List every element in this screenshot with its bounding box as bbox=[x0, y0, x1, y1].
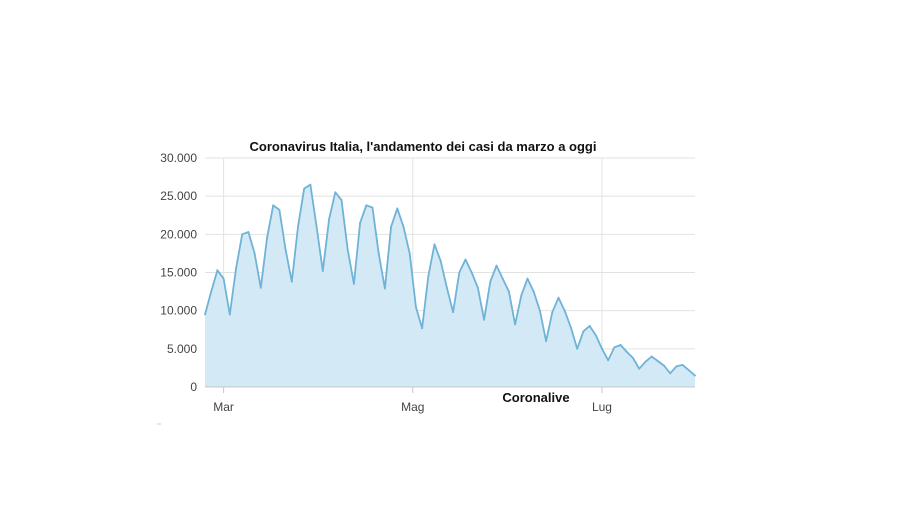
data-point bbox=[290, 280, 293, 283]
y-tick-label: 20.000 bbox=[160, 227, 197, 241]
y-tick-label: 25.000 bbox=[160, 189, 197, 203]
y-tick-label: 15.000 bbox=[160, 266, 197, 280]
x-tick-label: Mag bbox=[401, 400, 424, 414]
data-point bbox=[625, 351, 628, 353]
data-point bbox=[452, 311, 454, 314]
data-point bbox=[508, 290, 510, 293]
data-point bbox=[371, 206, 374, 209]
data-point bbox=[650, 355, 653, 358]
data-point bbox=[396, 207, 399, 210]
data-point bbox=[681, 364, 684, 366]
x-tick-label: Lug bbox=[592, 400, 612, 414]
data-point bbox=[563, 309, 566, 312]
data-point bbox=[520, 294, 523, 297]
data-point bbox=[384, 287, 386, 290]
series-area bbox=[205, 184, 695, 387]
data-point bbox=[390, 225, 392, 228]
data-point bbox=[297, 225, 299, 228]
data-point bbox=[328, 218, 330, 221]
data-point bbox=[216, 269, 219, 272]
data-point bbox=[210, 290, 213, 293]
data-point bbox=[545, 340, 547, 343]
data-point bbox=[241, 233, 244, 236]
data-point bbox=[266, 237, 268, 240]
data-point bbox=[588, 325, 591, 327]
data-point bbox=[303, 187, 306, 190]
data-point bbox=[663, 364, 665, 367]
data-point bbox=[359, 222, 361, 224]
data-point bbox=[340, 199, 343, 201]
data-point bbox=[464, 258, 467, 261]
data-point bbox=[656, 360, 659, 362]
data-point bbox=[278, 209, 281, 211]
axes: 0 5.000 10.000 15.000 20.000 25.000 30.000 Mar M… bbox=[160, 151, 695, 414]
data-point bbox=[638, 367, 641, 370]
data-point bbox=[408, 252, 411, 255]
data-point bbox=[259, 286, 262, 289]
data-point bbox=[607, 359, 610, 362]
data-point bbox=[514, 323, 516, 326]
data-point bbox=[675, 365, 678, 368]
data-point bbox=[334, 191, 337, 194]
data-point bbox=[551, 311, 554, 314]
y-tick-label: 5.000 bbox=[167, 342, 197, 356]
data-point bbox=[470, 271, 473, 274]
data-point bbox=[204, 313, 206, 316]
data-point bbox=[632, 357, 634, 359]
data-point bbox=[446, 286, 448, 289]
data-point bbox=[495, 264, 498, 267]
data-point bbox=[570, 326, 572, 329]
data-point bbox=[353, 283, 355, 285]
data-point bbox=[532, 290, 535, 293]
data-point bbox=[526, 277, 529, 280]
data-point bbox=[669, 372, 672, 375]
data-point bbox=[582, 330, 585, 333]
data-point bbox=[687, 369, 690, 372]
data-point bbox=[315, 225, 318, 228]
data-point bbox=[501, 277, 504, 280]
data-point bbox=[427, 275, 430, 278]
data-point bbox=[477, 286, 479, 289]
y-tick-label: 30.000 bbox=[160, 151, 197, 165]
data-point bbox=[433, 243, 436, 246]
data-point bbox=[694, 374, 696, 377]
data-point bbox=[458, 271, 461, 274]
data-point bbox=[644, 360, 647, 363]
plot-area bbox=[204, 183, 696, 387]
data-point bbox=[613, 346, 616, 349]
data-point bbox=[222, 277, 225, 280]
data-point bbox=[483, 318, 485, 321]
data-point bbox=[253, 252, 256, 255]
data-point bbox=[594, 334, 597, 336]
data-point bbox=[321, 270, 324, 272]
series-line bbox=[204, 183, 696, 377]
data-point bbox=[346, 248, 349, 251]
data-point bbox=[421, 327, 423, 330]
data-point bbox=[235, 267, 237, 270]
data-point bbox=[557, 296, 560, 299]
watermark-label: Coronalive bbox=[502, 390, 569, 405]
x-tick-label: Mar bbox=[213, 400, 234, 414]
data-point bbox=[228, 313, 231, 316]
data-point bbox=[365, 204, 368, 207]
data-point bbox=[272, 204, 275, 207]
data-point bbox=[377, 252, 380, 255]
data-point bbox=[402, 225, 405, 228]
data-point bbox=[489, 280, 492, 283]
data-point bbox=[284, 248, 287, 251]
data-point bbox=[439, 260, 442, 262]
y-tick-label: 10.000 bbox=[160, 304, 197, 318]
data-point bbox=[309, 183, 312, 186]
y-tick-label: 0 bbox=[190, 380, 197, 394]
data-point bbox=[415, 306, 417, 308]
data-point bbox=[619, 344, 622, 346]
data-point bbox=[601, 347, 603, 350]
data-point bbox=[576, 347, 579, 350]
chart-title: Coronavirus Italia, l'andamento dei casi… bbox=[250, 139, 597, 154]
data-point bbox=[247, 231, 250, 233]
data-point bbox=[539, 309, 541, 312]
